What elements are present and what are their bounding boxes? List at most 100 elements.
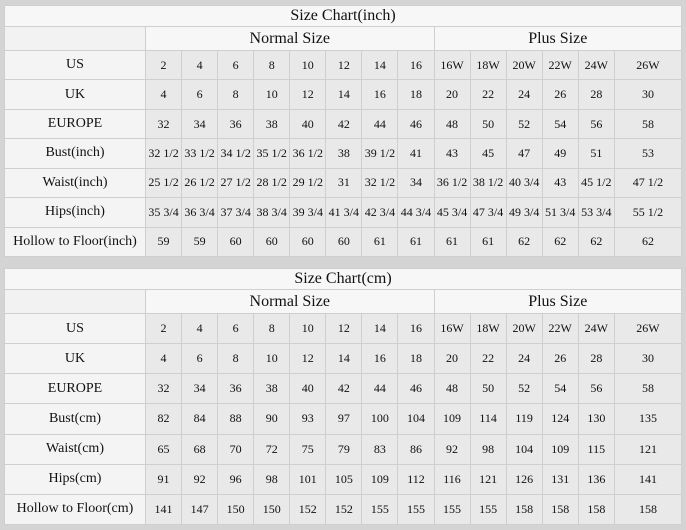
blank-cell — [4, 26, 146, 51]
table-row: Hollow to Floor(inch) 59 59 60 60 60 60 61 61 61 6… — [4, 226, 683, 258]
table-cell: 6 — [217, 49, 255, 81]
table-cell: 38 — [325, 138, 363, 169]
table-cell: 158 — [505, 493, 543, 526]
size-chart-cm: Size Chart(cm) Normal Size Plus Size US 2 4 6 8… — [4, 268, 683, 526]
table-cell: 36 — [217, 373, 255, 405]
table-cell: 26 — [541, 343, 579, 375]
table-cell: 47 3/4 — [469, 197, 507, 228]
table-cell: 35 3/4 — [144, 197, 183, 228]
table-cell: 72 — [253, 433, 291, 465]
table-cell: 10 — [253, 343, 291, 375]
table-cell: 2 — [144, 49, 183, 81]
table-cell: 45 — [469, 138, 507, 169]
table-cell: 14 — [325, 79, 363, 110]
table-cell: 92 — [433, 433, 471, 465]
table-cell: 50 — [469, 108, 507, 140]
table-cell: 40 — [289, 373, 327, 405]
table-cell: 20W — [505, 49, 543, 81]
table-cell: 26 — [541, 79, 579, 110]
table-cell: 6 — [217, 312, 255, 345]
table-cell: 61 — [361, 226, 399, 258]
table-cell: 35 1/2 — [253, 138, 291, 169]
table-cell: 18 — [397, 343, 435, 375]
table-cell: 4 — [144, 79, 183, 110]
table-cell: 41 — [397, 138, 435, 169]
table-cell: 47 — [505, 138, 543, 169]
table-cell: 37 3/4 — [217, 197, 255, 228]
table-cell: 104 — [505, 433, 543, 465]
table-cell: 61 — [469, 226, 507, 258]
table-cell: 152 — [325, 493, 363, 526]
table-cell: 46 — [397, 373, 435, 405]
table-cell: 26 1/2 — [181, 167, 219, 199]
normal-size-header: Normal Size — [145, 289, 435, 314]
table-cell: 60 — [289, 226, 327, 258]
table-cell: 83 — [361, 433, 399, 465]
table-cell: 33 1/2 — [181, 138, 219, 169]
table-cell: 53 — [613, 138, 683, 169]
chart-title: Size Chart(cm) — [4, 268, 682, 290]
table-cell: 16 — [361, 79, 399, 110]
table-cell: 24W — [577, 312, 615, 345]
table-cell: 12 — [325, 49, 363, 81]
table-cell: 121 — [613, 433, 683, 465]
table-cell: 141 — [613, 463, 683, 495]
table-cell: 96 — [217, 463, 255, 495]
table-cell: 34 — [181, 373, 219, 405]
table-cell: 24 — [505, 79, 543, 110]
table-cell: 60 — [253, 226, 291, 258]
table-cell: 8 — [253, 49, 291, 81]
table-cell: 158 — [613, 493, 683, 526]
table-cell: 32 1/2 — [144, 138, 183, 169]
table-cell: 124 — [541, 403, 579, 435]
table-cell: 52 — [505, 108, 543, 140]
table-cell: 14 — [361, 312, 399, 345]
table-cell: 44 — [361, 373, 399, 405]
table-cell: 42 — [325, 108, 363, 140]
table-cell: 22W — [541, 49, 579, 81]
table-cell: 75 — [289, 433, 327, 465]
table-cell: 26W — [613, 49, 683, 81]
table-cell: 52 — [505, 373, 543, 405]
size-chart-inch: Size Chart(inch) Normal Size Plus Size US 2 4… — [4, 5, 683, 258]
table-cell: 10 — [289, 49, 327, 81]
table-cell: 51 3/4 — [541, 197, 579, 228]
group-header-row: Normal Size Plus Size — [4, 26, 682, 51]
table-cell: 31 — [325, 167, 363, 199]
table-cell: 8 — [217, 343, 255, 375]
table-cell: 16 — [397, 312, 435, 345]
table-cell: 24W — [577, 49, 615, 81]
table-cell: 38 — [253, 108, 291, 140]
table-cell: 150 — [217, 493, 255, 526]
table-cell: 20 — [433, 343, 471, 375]
row-label: Bust(cm) — [4, 403, 146, 435]
table-cell: 29 1/2 — [289, 167, 327, 199]
group-header-row: Normal Size Plus Size — [4, 289, 682, 314]
table-cell: 45 3/4 — [433, 197, 471, 228]
table-cell: 2 — [144, 312, 183, 345]
table-cell: 8 — [253, 312, 291, 345]
row-label: UK — [4, 343, 146, 375]
table-cell: 28 1/2 — [253, 167, 291, 199]
table-cell: 34 — [181, 108, 219, 140]
table-cell: 28 — [577, 79, 615, 110]
table-cell: 10 — [289, 312, 327, 345]
table-cell: 56 — [577, 373, 615, 405]
table-cell: 28 — [577, 343, 615, 375]
table-cell: 92 — [181, 463, 219, 495]
table-cell: 62 — [541, 226, 579, 258]
row-label: Hips(cm) — [4, 463, 146, 495]
row-label: Hips(inch) — [4, 197, 146, 228]
table-cell: 32 1/2 — [361, 167, 399, 199]
table-cell: 79 — [325, 433, 363, 465]
table-cell: 18W — [469, 49, 507, 81]
normal-size-header: Normal Size — [145, 26, 435, 51]
title-row: Size Chart(inch) — [4, 5, 682, 27]
table-cell: 30 — [613, 343, 683, 375]
row-label: EUROPE — [4, 373, 146, 405]
table-cell: 44 3/4 — [397, 197, 435, 228]
table-row: Bust(cm) 82 84 88 90 93 97 100 104 109 114 119 124 13… — [4, 403, 683, 435]
table-cell: 12 — [289, 79, 327, 110]
table-cell: 155 — [433, 493, 471, 526]
table-cell: 130 — [577, 403, 615, 435]
